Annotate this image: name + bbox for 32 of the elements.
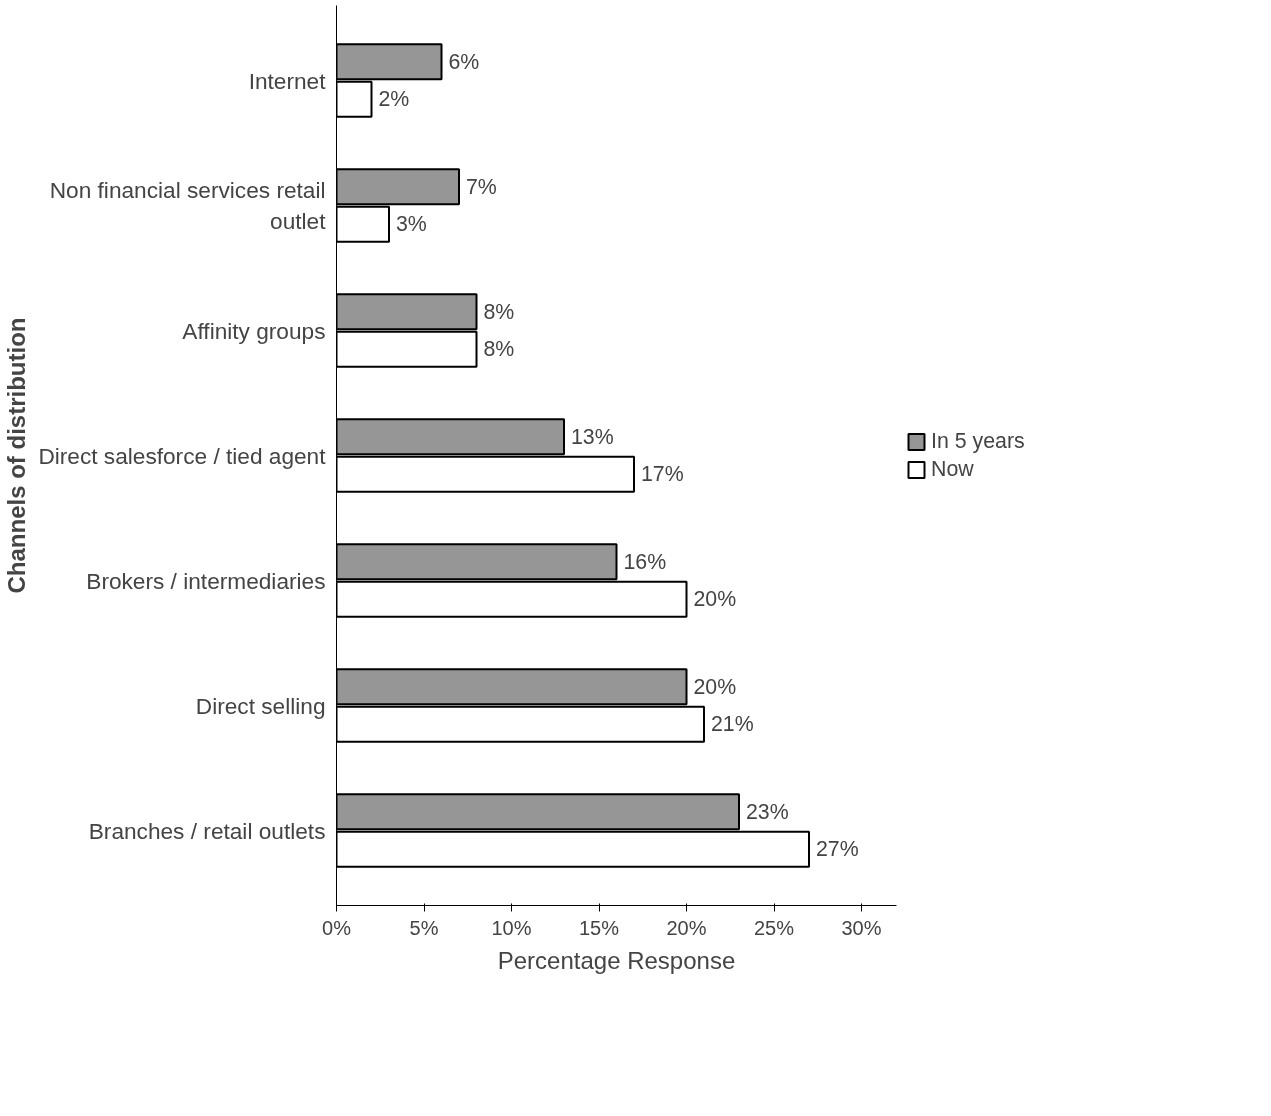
data-label: 8% — [483, 337, 515, 362]
y-tick-label: Direct salesforce / tied agent — [38, 442, 327, 469]
data-label: 20% — [693, 587, 737, 612]
x-tick-label: 5% — [409, 916, 439, 939]
data-label: 8% — [483, 299, 515, 324]
data-label: 17% — [641, 462, 684, 487]
data-label: 2% — [378, 87, 410, 112]
data-label: 27% — [816, 837, 859, 862]
y-tick-label: Brokers / intermediaries — [86, 567, 326, 594]
data-label: 13% — [571, 424, 614, 449]
y-tick-label: Branches / retail outlets — [88, 817, 326, 844]
x-tick-label: 0% — [322, 916, 352, 939]
y-axis-title: Channels of distribution — [3, 317, 31, 594]
y-tick-label: Affinity groups — [182, 317, 326, 344]
y-tick-label: Direct selling — [195, 692, 326, 719]
data-label: 3% — [396, 212, 427, 237]
legend-label: Now — [931, 456, 974, 482]
legend-label: In 5 years — [931, 428, 1025, 454]
x-tick-label: 25% — [753, 916, 795, 939]
x-tick-label: 30% — [841, 916, 882, 939]
y-tick-label: Internet — [248, 67, 327, 94]
data-label: 7% — [466, 174, 497, 199]
data-label: 21% — [711, 712, 754, 737]
data-label: 23% — [746, 799, 789, 824]
data-label: 20% — [693, 674, 737, 699]
x-tick-label: 15% — [578, 916, 620, 939]
x-tick-label: 10% — [491, 916, 532, 939]
data-label: 6% — [448, 49, 480, 74]
y-tick-label: Non financial services retail outlet — [49, 176, 327, 235]
x-tick-label: 20% — [666, 916, 707, 939]
data-label: 16% — [623, 549, 667, 574]
x-axis-title: Percentage Response — [497, 946, 736, 974]
